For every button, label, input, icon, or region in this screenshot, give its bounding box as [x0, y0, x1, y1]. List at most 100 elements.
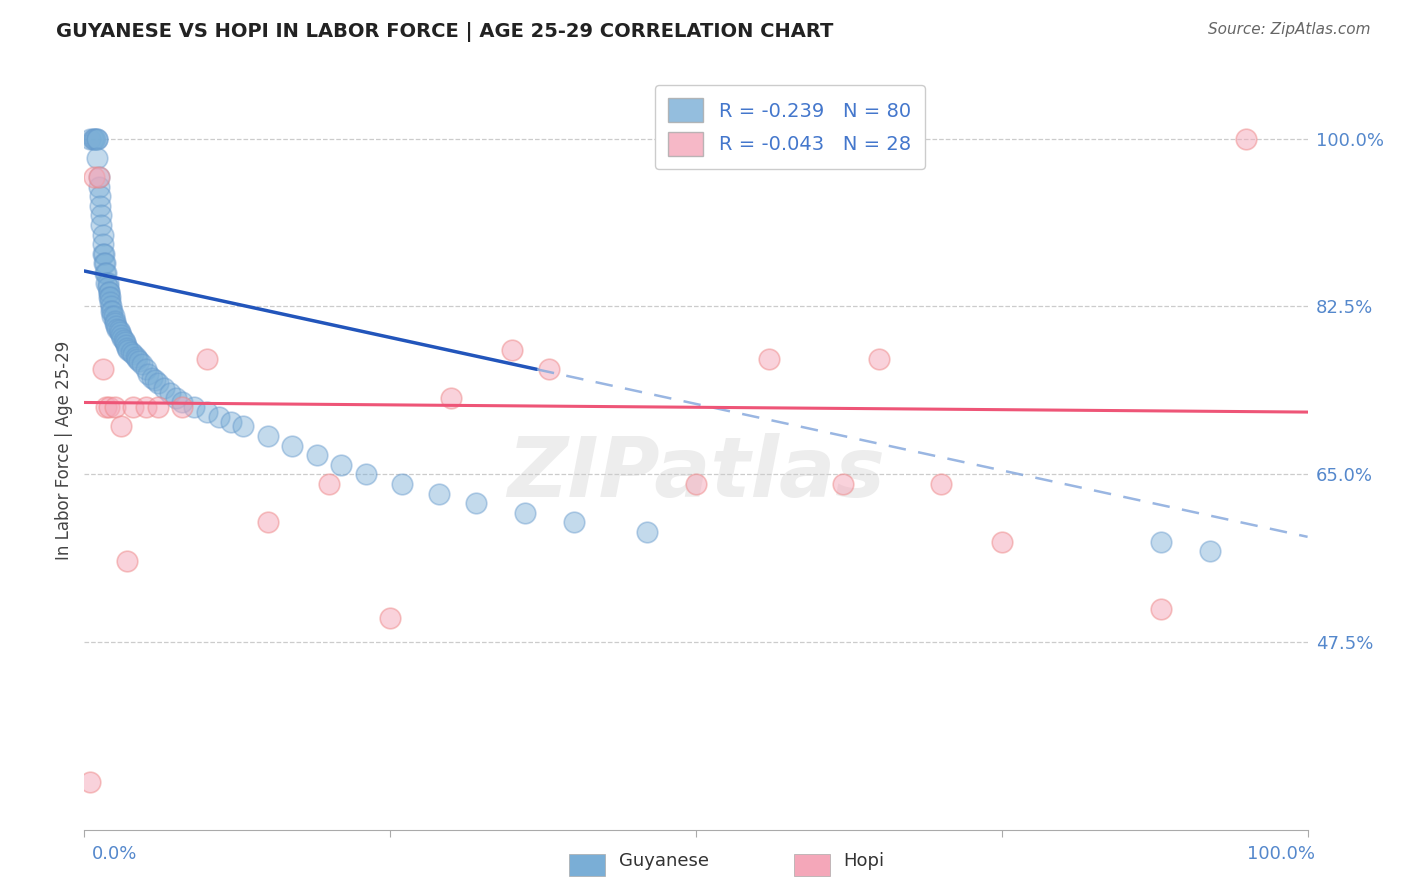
Point: [94, 266, 117, 280]
Point: [1236, 131, 1258, 145]
Y-axis label: In Labor Force | Age 25-29: In Labor Force | Age 25-29: [55, 341, 73, 560]
Point: [219, 415, 242, 429]
Point: [105, 318, 128, 333]
Point: [89, 199, 111, 213]
Point: [135, 362, 157, 376]
Point: [84, 131, 107, 145]
Point: [91, 246, 114, 260]
Point: [305, 448, 328, 462]
Point: [97, 285, 120, 299]
Point: [318, 477, 340, 491]
Point: [100, 300, 122, 314]
Point: [1150, 534, 1173, 549]
Point: [208, 409, 231, 424]
Point: [502, 343, 524, 357]
Point: [257, 516, 280, 530]
Point: [79, 131, 101, 145]
Point: [354, 467, 377, 482]
Point: [125, 351, 148, 365]
Point: [97, 401, 120, 415]
Point: [93, 256, 115, 270]
Point: [87, 169, 110, 184]
Point: [91, 237, 114, 252]
Point: [104, 316, 127, 330]
Point: [636, 524, 658, 539]
Point: [135, 401, 157, 415]
Point: [110, 419, 132, 434]
Point: [165, 391, 187, 405]
Point: [91, 362, 114, 376]
Point: [159, 385, 181, 400]
Point: [513, 506, 536, 520]
Point: [104, 401, 127, 415]
Point: [122, 401, 145, 415]
Point: [101, 309, 124, 323]
Point: [538, 362, 561, 376]
Point: [427, 486, 450, 500]
Point: [120, 344, 142, 359]
Point: [100, 304, 122, 318]
Point: [125, 352, 148, 367]
Point: [1150, 602, 1173, 616]
Point: [281, 439, 304, 453]
Text: GUYANESE VS HOPI IN LABOR FORCE | AGE 25-29 CORRELATION CHART: GUYANESE VS HOPI IN LABOR FORCE | AGE 25…: [56, 22, 834, 42]
Point: [131, 357, 153, 371]
Text: 100.0%: 100.0%: [1247, 846, 1315, 863]
Point: [115, 554, 138, 568]
Point: [83, 131, 105, 145]
Point: [114, 334, 136, 349]
Point: [143, 373, 166, 387]
Point: [257, 429, 280, 443]
Point: [115, 341, 138, 355]
Point: [232, 419, 254, 434]
Legend: R = -0.239   N = 80, R = -0.043   N = 28: R = -0.239 N = 80, R = -0.043 N = 28: [655, 85, 925, 169]
Point: [97, 290, 120, 304]
Point: [128, 354, 150, 368]
Point: [380, 611, 402, 625]
Point: [195, 352, 218, 367]
Point: [97, 285, 120, 299]
Point: [115, 338, 138, 352]
Point: [991, 534, 1014, 549]
Text: 0.0%: 0.0%: [91, 846, 136, 863]
Point: [79, 774, 101, 789]
Point: [86, 131, 108, 145]
Point: [685, 477, 707, 491]
Point: [464, 496, 486, 510]
Point: [112, 333, 135, 347]
Point: [103, 309, 125, 323]
Point: [440, 391, 463, 405]
Point: [83, 169, 105, 184]
Point: [97, 280, 120, 294]
Point: [172, 401, 194, 415]
Point: [117, 343, 139, 357]
Point: [98, 294, 121, 309]
Point: [89, 189, 111, 203]
Point: [86, 131, 108, 145]
Point: [97, 276, 120, 290]
Point: [153, 381, 176, 395]
Point: [87, 179, 110, 194]
Point: [90, 208, 112, 222]
Point: [110, 328, 132, 343]
Point: [101, 304, 124, 318]
Point: [105, 321, 128, 335]
Point: [87, 169, 110, 184]
Point: [107, 324, 129, 338]
Point: [146, 376, 169, 391]
Point: [172, 395, 194, 409]
Point: [91, 227, 114, 242]
Point: [94, 256, 117, 270]
Point: [98, 290, 121, 304]
Text: Hopi: Hopi: [844, 852, 884, 870]
Text: ZIPatlas: ZIPatlas: [508, 433, 884, 514]
Point: [90, 218, 112, 232]
Point: [929, 477, 952, 491]
Point: [831, 477, 853, 491]
Point: [122, 347, 145, 361]
Point: [869, 352, 891, 367]
Point: [82, 131, 104, 145]
Point: [96, 276, 118, 290]
Text: Guyanese: Guyanese: [619, 852, 709, 870]
Point: [111, 331, 134, 345]
